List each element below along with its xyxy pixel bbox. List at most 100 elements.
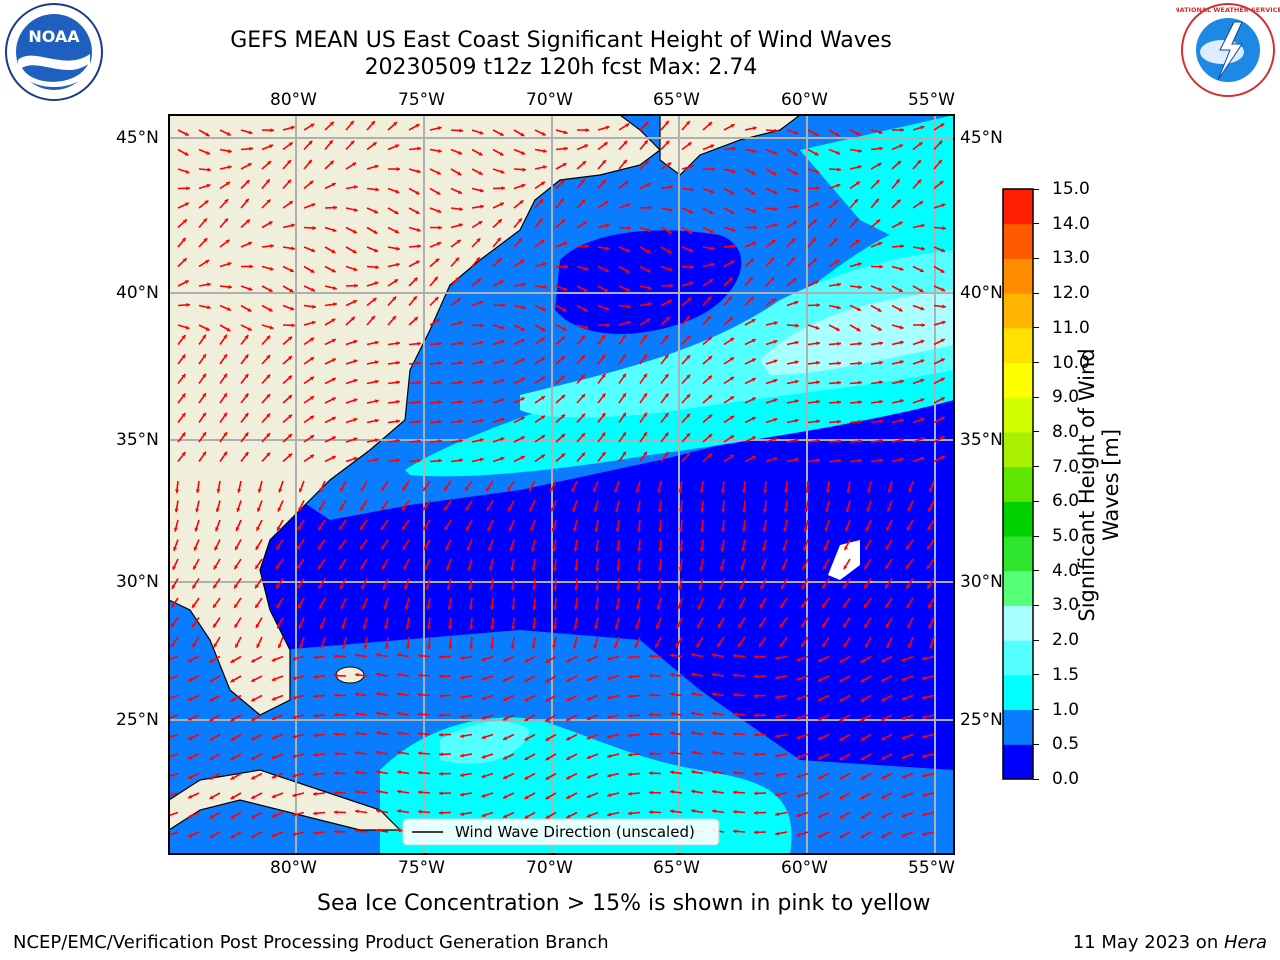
wave-direction-arrowhead <box>665 140 670 145</box>
wave-direction-arrowhead <box>649 673 653 678</box>
wave-direction-arrowhead <box>899 360 904 365</box>
wave-direction-arrowhead <box>733 673 737 678</box>
wave-direction-arrowhead <box>881 814 886 819</box>
colorbar-tick-mark <box>1033 257 1039 259</box>
wave-direction-arrowhead <box>860 776 865 780</box>
wave-direction-arrowhead <box>815 325 820 330</box>
wave-direction-arrowhead <box>669 283 673 288</box>
wave-direction-arrowhead <box>664 354 669 359</box>
wave-direction-arrowhead <box>586 716 591 720</box>
wave-direction-arrowhead <box>339 545 343 550</box>
wave-direction-arrowhead <box>908 488 913 493</box>
wave-direction-arrowhead <box>615 606 620 610</box>
wave-direction-arrowhead <box>574 586 579 591</box>
wave-direction-arrowhead <box>188 677 193 682</box>
wave-direction-arrowhead <box>479 457 484 462</box>
wave-direction-arrowhead <box>522 282 526 287</box>
wave-direction-arrowhead <box>331 397 336 402</box>
wave-direction-arrowhead <box>436 170 441 175</box>
colorbar-tick-label: 8.0 <box>1052 421 1080 442</box>
lon-label-bottom-55w: 55°W <box>908 858 955 878</box>
wave-direction-arrowhead <box>499 151 504 156</box>
wave-direction-arrowhead <box>938 140 943 145</box>
colorbar-segment <box>1003 674 1033 711</box>
wave-direction-arrowhead <box>796 715 801 720</box>
wave-direction-arrowhead <box>895 179 900 184</box>
wave-direction-arrowhead <box>437 241 442 246</box>
wave-direction-arrowhead <box>209 658 214 663</box>
wave-direction-arrowhead <box>636 605 641 610</box>
wave-direction-arrowhead <box>561 434 565 438</box>
wave-direction-arrowhead <box>331 436 336 441</box>
wave-direction-arrowhead <box>497 219 502 224</box>
wave-direction-arrowhead <box>251 814 256 819</box>
wave-direction-arrowhead <box>796 657 801 662</box>
wave-direction-arrowhead <box>879 360 883 365</box>
wave-direction-arrowhead <box>664 335 669 339</box>
wave-direction-arrowhead <box>562 307 567 312</box>
wave-direction-arrowhead <box>289 288 294 292</box>
wave-direction-arrowhead <box>906 604 911 609</box>
wave-direction-arrowhead <box>545 717 550 722</box>
wave-direction-arrowhead <box>418 712 422 717</box>
wave-direction-arrowhead <box>582 161 586 165</box>
wave-direction-arrowhead <box>837 400 841 405</box>
wave-direction-arrowhead <box>751 377 756 382</box>
wave-direction-arrowhead <box>520 377 525 382</box>
wave-direction-arrowhead <box>604 268 609 273</box>
wave-direction-arrowhead <box>468 586 473 591</box>
wave-direction-arrowhead <box>635 488 640 493</box>
wave-direction-arrowhead <box>754 771 758 776</box>
wave-direction-arrowhead <box>459 128 463 133</box>
land-canada <box>659 115 801 176</box>
wave-direction-arrowhead <box>340 585 344 589</box>
wave-direction-arrowhead <box>901 755 906 759</box>
wave-direction-arrowhead <box>460 714 464 719</box>
wave-direction-arrowhead <box>448 645 453 649</box>
wave-direction-arrowhead <box>712 809 716 814</box>
wave-direction-arrowhead <box>607 715 612 719</box>
wave-direction-arrowhead <box>184 202 189 207</box>
wave-direction-arrowhead <box>444 506 448 511</box>
wave-direction-arrowhead <box>270 244 274 249</box>
wave-direction-arrowhead <box>481 774 486 779</box>
wave-direction-arrowhead <box>531 567 536 571</box>
wave-direction-arrowhead <box>686 335 691 340</box>
wave-direction-arrowhead <box>649 732 653 737</box>
wave-direction-arrowhead <box>550 487 554 492</box>
wave-direction-arrowhead <box>397 750 401 755</box>
wave-direction-arrowhead <box>476 238 481 243</box>
wave-direction-arrowhead <box>438 400 442 405</box>
wave-direction-arrowhead <box>773 339 778 344</box>
wave-direction-arrowhead <box>460 812 464 817</box>
wave-direction-arrowhead <box>795 204 799 209</box>
wave-direction-arrowhead <box>614 625 619 630</box>
map-frame <box>168 114 955 855</box>
wave-direction-arrow <box>169 792 179 797</box>
wave-direction-arrowhead <box>751 358 756 363</box>
wave-direction-arrowhead <box>553 586 558 591</box>
lat-label-right-25n: 25°N <box>960 710 1003 730</box>
wave-direction-arrowhead <box>941 287 945 292</box>
wave-direction-arrowhead <box>313 772 317 777</box>
wave-direction-arrowhead <box>249 146 253 151</box>
wave-direction-arrowhead <box>566 717 571 721</box>
wave-direction-arrowhead <box>750 258 754 263</box>
colorbar-tick-label: 10.0 <box>1052 352 1090 373</box>
wave-direction-arrowhead <box>878 241 883 246</box>
wave-direction-arrowhead <box>886 526 890 531</box>
wave-direction-arrowhead <box>496 237 501 242</box>
wave-direction-arrowhead <box>854 218 858 223</box>
wave-direction-arrowhead <box>879 399 883 404</box>
wave-direction-arrowhead <box>742 508 747 513</box>
wave-direction-arrowhead <box>899 438 904 443</box>
wave-direction-arrowhead <box>230 795 235 800</box>
wave-direction-arrowhead <box>801 623 805 628</box>
wave-direction-arrowhead <box>528 487 533 492</box>
wave-direction-arrowhead <box>622 393 626 398</box>
wave-direction-arrowhead <box>402 487 406 491</box>
wave-direction-arrowhead <box>487 526 492 531</box>
wave-direction-arrowhead <box>795 340 799 345</box>
wave-direction-arrowhead <box>436 319 441 323</box>
wave-direction-arrowhead <box>780 604 785 609</box>
